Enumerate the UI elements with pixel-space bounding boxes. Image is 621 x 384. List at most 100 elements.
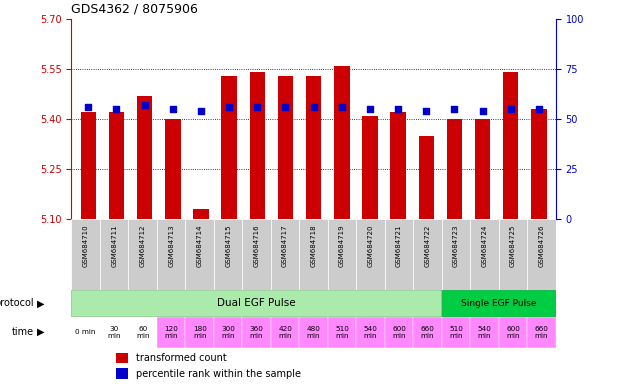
Point (309, 104, 319, 110)
Bar (299, 219, 328, 290)
Bar (362, 116, 378, 219)
Point (83, 104, 93, 110)
Bar (271, 219, 299, 290)
Point (196, 108, 206, 114)
Text: transformed count: transformed count (135, 353, 227, 363)
Bar (446, 119, 462, 219)
Bar (414, 219, 442, 290)
Text: 510
min: 510 min (335, 326, 349, 339)
Text: 120
min: 120 min (164, 326, 178, 339)
Text: 660
min: 660 min (535, 326, 548, 339)
Point (281, 104, 291, 110)
Bar (385, 317, 414, 348)
Bar (242, 219, 271, 290)
Point (168, 106, 178, 112)
Text: 660
min: 660 min (420, 326, 435, 339)
Bar (214, 317, 242, 348)
Text: GDS4362 / 8075906: GDS4362 / 8075906 (71, 2, 198, 15)
Text: GSM684720: GSM684720 (368, 225, 374, 267)
Bar (193, 209, 209, 219)
Text: 180
min: 180 min (193, 326, 207, 339)
Bar (242, 317, 271, 348)
Bar (385, 219, 414, 290)
Bar (116, 353, 129, 363)
Bar (250, 73, 265, 219)
Text: 60
min: 60 min (136, 326, 150, 339)
Bar (499, 219, 527, 290)
Text: time: time (12, 327, 34, 337)
Text: GSM684723: GSM684723 (453, 225, 459, 267)
Bar (129, 219, 157, 290)
Text: Dual EGF Pulse: Dual EGF Pulse (217, 298, 296, 308)
Text: 600
min: 600 min (506, 326, 520, 339)
Bar (442, 290, 556, 317)
Bar (470, 219, 499, 290)
Point (534, 106, 544, 112)
Point (393, 106, 403, 112)
Bar (475, 119, 491, 219)
Bar (499, 317, 527, 348)
Text: 300
min: 300 min (221, 326, 235, 339)
Text: GSM684719: GSM684719 (339, 225, 345, 267)
Bar (391, 113, 406, 219)
Point (450, 106, 460, 112)
Bar (442, 317, 470, 348)
Point (252, 104, 262, 110)
Text: GSM684713: GSM684713 (168, 225, 174, 267)
Bar (328, 219, 356, 290)
Text: protocol: protocol (0, 298, 34, 308)
Bar (271, 317, 299, 348)
Text: GSM684711: GSM684711 (111, 225, 117, 267)
Bar (186, 219, 214, 290)
Bar (419, 136, 434, 219)
Bar (129, 317, 157, 348)
Bar (186, 317, 214, 348)
Bar (71, 290, 442, 317)
Bar (157, 219, 186, 290)
Bar (306, 76, 321, 219)
Bar (356, 317, 385, 348)
Point (337, 104, 347, 110)
Text: GSM684725: GSM684725 (510, 225, 516, 267)
Text: 540
min: 540 min (364, 326, 378, 339)
Bar (278, 76, 293, 219)
Bar (334, 66, 350, 219)
Bar (503, 73, 519, 219)
Bar (214, 219, 242, 290)
Bar (137, 96, 152, 219)
Text: 600
min: 600 min (392, 326, 406, 339)
Text: GSM684722: GSM684722 (425, 225, 430, 267)
Text: 30
min: 30 min (107, 326, 121, 339)
Bar (71, 317, 100, 348)
Text: percentile rank within the sample: percentile rank within the sample (135, 369, 301, 379)
Bar (157, 317, 186, 348)
Bar (165, 119, 181, 219)
Text: ▶: ▶ (37, 327, 45, 337)
Text: GSM684717: GSM684717 (282, 225, 288, 267)
Text: GSM684715: GSM684715 (225, 225, 231, 267)
Bar (71, 219, 100, 290)
Text: 510
min: 510 min (449, 326, 463, 339)
Point (224, 104, 234, 110)
Bar (531, 109, 546, 219)
Text: ▶: ▶ (37, 298, 45, 308)
Bar (470, 317, 499, 348)
Text: GSM684721: GSM684721 (396, 225, 402, 267)
Bar (116, 369, 129, 379)
Bar (442, 219, 470, 290)
Bar (109, 113, 124, 219)
Text: 420
min: 420 min (278, 326, 292, 339)
Text: GSM684716: GSM684716 (253, 225, 260, 267)
Bar (100, 317, 129, 348)
Bar (356, 219, 385, 290)
Bar (328, 317, 356, 348)
Bar (100, 219, 129, 290)
Point (421, 108, 431, 114)
Text: GSM684712: GSM684712 (140, 225, 146, 267)
Bar (81, 113, 96, 219)
Bar (414, 317, 442, 348)
Bar (221, 76, 237, 219)
Point (478, 108, 487, 114)
Text: GSM684724: GSM684724 (481, 225, 487, 267)
Bar (527, 219, 556, 290)
